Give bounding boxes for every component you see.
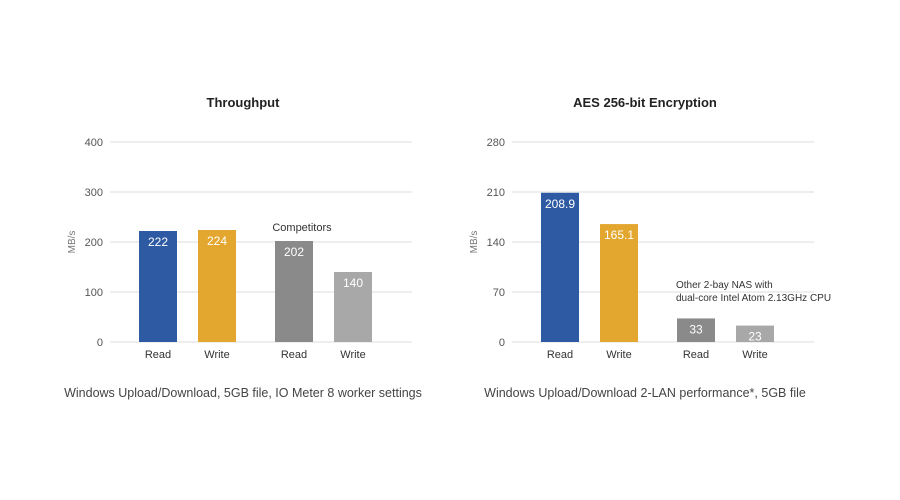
- y-tick-label: 200: [85, 237, 103, 249]
- bar: [198, 230, 236, 342]
- y-tick-labels: 400 300 200 100 0: [85, 137, 103, 349]
- category-labels: Read Write Read Write: [547, 349, 768, 361]
- y-tick-label: 140: [487, 237, 505, 249]
- bar-value-label: 23: [748, 330, 762, 344]
- y-axis-label: MB/s: [469, 231, 480, 254]
- bar-value-label: 208.9: [545, 197, 575, 211]
- bar: [139, 231, 177, 342]
- annotation-competitors: Competitors: [272, 222, 332, 234]
- category-label: Read: [683, 349, 709, 361]
- bar: [600, 224, 638, 342]
- category-label: Write: [606, 349, 631, 361]
- chart-caption: Windows Upload/Download, 5GB file, IO Me…: [64, 386, 422, 400]
- y-tick-label: 70: [493, 287, 505, 299]
- annotation-other-nas-line2: dual-core Intel Atom 2.13GHz CPU: [676, 293, 831, 304]
- y-tick-label: 280: [487, 137, 505, 149]
- chart-title: AES 256-bit Encryption: [573, 95, 717, 110]
- bar: [541, 192, 579, 342]
- y-tick-label: 100: [85, 287, 103, 299]
- category-label: Write: [204, 349, 229, 361]
- bar-value-label: 165.1: [604, 228, 634, 242]
- annotation-other-nas-line1: Other 2-bay NAS with: [676, 280, 773, 291]
- category-labels: Read Write Read Write: [145, 349, 366, 361]
- bar-value-labels: 222 224 202 140: [148, 234, 363, 290]
- bar: [275, 241, 313, 342]
- category-label: Read: [547, 349, 573, 361]
- bar: [677, 318, 715, 342]
- throughput-chart: Throughput MB/s 400 300 200 100 0 222 224 202 1…: [64, 95, 422, 400]
- bar: [736, 325, 774, 342]
- chart-caption: Windows Upload/Download 2-LAN performanc…: [484, 386, 806, 400]
- bar-value-labels: 208.9 165.1 33 23: [545, 197, 762, 344]
- bar-value-label: 224: [207, 234, 227, 248]
- category-label: Read: [145, 349, 171, 361]
- bars: [139, 230, 372, 342]
- category-label: Read: [281, 349, 307, 361]
- y-axis-label: MB/s: [67, 231, 78, 254]
- y-tick-label: 0: [499, 337, 505, 349]
- y-tick-label: 210: [487, 187, 505, 199]
- y-tick-label: 400: [85, 137, 103, 149]
- category-label: Write: [742, 349, 767, 361]
- chart-title: Throughput: [207, 95, 281, 110]
- y-tick-labels: 280 210 140 70 0: [487, 137, 505, 349]
- category-label: Write: [340, 349, 365, 361]
- bar-value-label: 140: [343, 276, 363, 290]
- encryption-chart: AES 256-bit Encryption MB/s 280 210 140 70 0…: [469, 95, 831, 400]
- bar-value-label: 202: [284, 245, 304, 259]
- bar: [334, 272, 372, 342]
- bar-value-label: 222: [148, 235, 168, 249]
- bars: [541, 192, 774, 342]
- y-tick-label: 300: [85, 187, 103, 199]
- bar-value-label: 33: [689, 322, 703, 336]
- y-tick-label: 0: [97, 337, 103, 349]
